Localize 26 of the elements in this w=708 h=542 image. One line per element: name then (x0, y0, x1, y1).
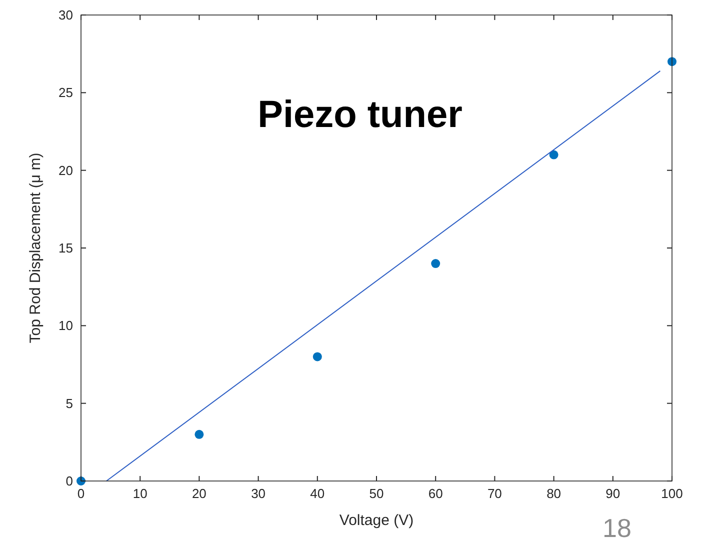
y-axis-title: Top Rod Displacement (μ m) (27, 152, 44, 344)
x-tick-label: 90 (606, 486, 620, 501)
point (549, 150, 558, 160)
x-tick-label: 70 (487, 486, 502, 501)
text: Piezo tuner (258, 94, 463, 136)
y-tick-label: 30 (58, 8, 73, 22)
y-tick-label: 25 (58, 85, 73, 100)
point (194, 430, 204, 439)
x-tick-label: 60 (428, 486, 443, 501)
x-axis-title: Voltage (V) (339, 512, 414, 529)
text: 18 (602, 513, 632, 542)
y-tick-label: 10 (58, 318, 73, 334)
x-tick-label: 0 (77, 486, 85, 501)
y-tick-label: 20 (58, 162, 73, 178)
x-tick-label: 20 (192, 486, 206, 501)
x-tick-label: 100 (661, 486, 683, 501)
y-tick-label: 0 (66, 474, 73, 488)
y-tick-label: 5 (66, 396, 73, 411)
point (312, 352, 322, 362)
x-tick-label: 30 (251, 486, 266, 501)
y-tick-label: 15 (58, 240, 73, 256)
x-tick-label: 10 (132, 486, 148, 501)
x-tick-label: 40 (310, 486, 325, 501)
x-tick-label: 50 (369, 486, 384, 501)
point (431, 259, 440, 268)
x-tick-label: 80 (546, 486, 562, 501)
